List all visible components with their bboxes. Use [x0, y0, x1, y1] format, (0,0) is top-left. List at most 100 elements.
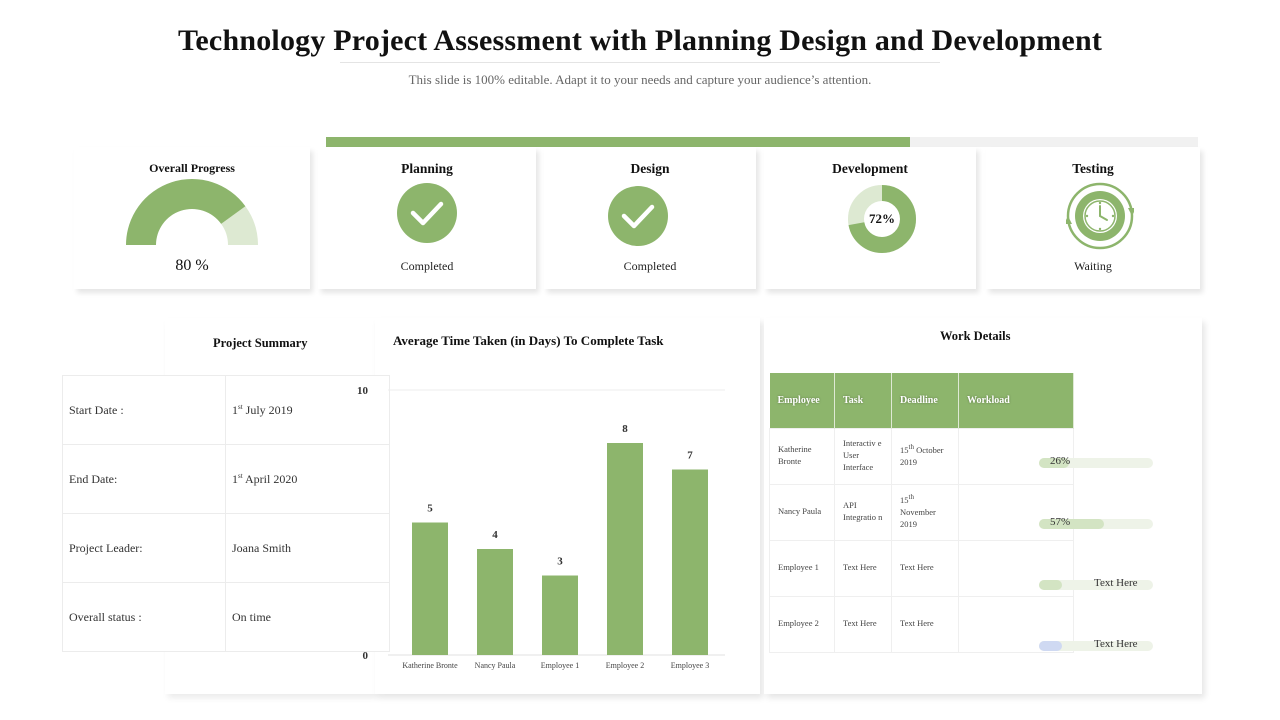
- workload-bar: 57%: [1039, 516, 1153, 529]
- bar: [412, 522, 448, 655]
- work-details-table: Employee Task Deadline Workload Katherin…: [769, 373, 1074, 653]
- page-title: Technology Project Assessment with Plann…: [177, 24, 1103, 57]
- design-card: Design Completed: [544, 147, 756, 289]
- project-summary-title: Project Summary: [213, 336, 308, 350]
- donut-svg: [848, 185, 916, 253]
- testing-card: Testing Waiting: [986, 147, 1200, 289]
- table-row: Employee 1 Text Here Text Here: [769, 539, 1074, 597]
- check-icon: [608, 186, 668, 246]
- workload-bar: 26%: [1039, 455, 1153, 468]
- overall-progress-value: 80 %: [175, 257, 209, 274]
- employee-cell: Katherine Bronte: [769, 427, 835, 485]
- start-date-value: 1st July 2019: [225, 375, 390, 445]
- overall-stage-progress-bar: [326, 137, 1198, 147]
- data-label: 3: [557, 556, 563, 568]
- deadline-cell: Text Here: [891, 595, 959, 653]
- employee-cell: Employee 1: [769, 539, 835, 597]
- project-leader-value: Joana Smith: [225, 513, 390, 583]
- overall-status-label: Overall status :: [62, 582, 226, 652]
- title-divider: [340, 62, 940, 63]
- project-leader-label: Project Leader:: [62, 513, 226, 583]
- x-tick-label: Nancy Paula: [475, 661, 516, 670]
- task-cell: Text Here: [834, 595, 892, 653]
- data-label: 8: [622, 423, 628, 435]
- workload-bar-fill: [1039, 458, 1069, 468]
- design-status: Completed: [623, 259, 677, 273]
- testing-status: Waiting: [1074, 259, 1112, 273]
- gauge-fill: [126, 179, 246, 245]
- employee-cell: Nancy Paula: [769, 483, 835, 541]
- x-tick-label: Katherine Bronte: [402, 661, 458, 670]
- planning-status: Completed: [400, 259, 454, 273]
- end-date-value: 1st April 2020: [225, 444, 390, 514]
- column-header-workload: Workload: [958, 373, 1074, 428]
- overall-progress-title: Overall Progress: [149, 161, 235, 175]
- workload-value: 26%: [1050, 455, 1071, 467]
- page-subtitle: This slide is 100% editable. Adapt it to…: [408, 72, 872, 87]
- workload-value: 57%: [1050, 516, 1071, 528]
- bar: [477, 549, 513, 655]
- x-tick-label: Employee 3: [671, 661, 709, 670]
- column-header-deadline: Deadline: [891, 373, 959, 428]
- workload-bar: Text Here: [1039, 577, 1153, 590]
- table-row: Project Leader: Joana Smith: [62, 513, 390, 583]
- employee-cell: Employee 2: [769, 595, 835, 653]
- data-label-bg: [682, 445, 698, 462]
- chart-title: Average Time Taken (in Days) To Complete…: [393, 333, 664, 348]
- development-title: Development: [832, 161, 908, 176]
- task-cell: Interactiv e User Interface: [834, 427, 892, 485]
- data-label-bg: [422, 498, 438, 515]
- column-header-task: Task: [834, 373, 892, 428]
- overall-progress-gauge: 80 %: [124, 179, 260, 289]
- table-row: Overall status : On time: [62, 582, 390, 652]
- clock-icon: [1064, 182, 1136, 250]
- deadline-cell: Text Here: [891, 539, 959, 597]
- data-label-bg: [552, 551, 568, 568]
- data-label-bg: [487, 525, 503, 541]
- gauge-track: [221, 206, 258, 245]
- y-tick-label: 0: [363, 650, 369, 662]
- y-tick-label: 10: [357, 385, 369, 397]
- development-value: 72%: [869, 211, 895, 226]
- work-details-title: Work Details: [940, 329, 1011, 343]
- table-row: Nancy Paula API Integratio n 15th Novemb…: [769, 483, 1074, 541]
- task-cell: API Integratio n: [834, 483, 892, 541]
- workload-cell: [958, 595, 1074, 653]
- planning-title: Planning: [401, 161, 453, 176]
- bar: [672, 469, 708, 655]
- column-header-employee: Employee: [769, 373, 835, 428]
- gauge-svg: [126, 179, 258, 245]
- development-card: Development 72%: [764, 147, 976, 289]
- table-row: End Date: 1st April 2020: [62, 444, 390, 514]
- workload-bar: Text Here: [1039, 638, 1153, 651]
- workload-value: Text Here: [1094, 577, 1138, 589]
- project-summary-table: Start Date : 1st July 2019 End Date: 1st…: [62, 375, 390, 652]
- data-label: 4: [492, 529, 498, 541]
- workload-bar-fill: [1039, 580, 1062, 590]
- x-tick-label: Employee 2: [606, 661, 644, 670]
- task-cell: Text Here: [834, 539, 892, 597]
- testing-title: Testing: [1072, 161, 1114, 176]
- deadline-cell: 15th October 2019: [891, 427, 959, 485]
- overall-progress-card: Overall Progress 80 %: [74, 147, 310, 289]
- data-label-bg: [617, 419, 633, 435]
- data-label: 7: [687, 450, 693, 462]
- table-header-row: Employee Task Deadline Workload: [769, 373, 1074, 428]
- table-row: Employee 2 Text Here Text Here: [769, 595, 1074, 653]
- workload-value: Text Here: [1094, 638, 1138, 650]
- workload-bar-fill: [1039, 519, 1104, 529]
- start-date-label: Start Date :: [62, 375, 226, 445]
- table-row: Start Date : 1st July 2019: [62, 375, 390, 445]
- planning-card: Planning Completed: [318, 147, 536, 289]
- bar-chart: 10 0 5 Katherine Bronte 4 Nancy Paula 3 Employe…: [357, 385, 725, 670]
- design-title: Design: [630, 161, 670, 176]
- bar: [542, 575, 578, 655]
- overall-status-value: On time: [225, 582, 390, 652]
- workload-cell: [958, 483, 1074, 541]
- end-date-label: End Date:: [62, 444, 226, 514]
- overall-stage-progress-fill: [326, 137, 911, 147]
- deadline-cell: 15th November 2019: [891, 483, 959, 541]
- workload-bar-fill: [1039, 641, 1062, 651]
- check-icon: [397, 183, 457, 243]
- development-donut: 72%: [848, 185, 916, 253]
